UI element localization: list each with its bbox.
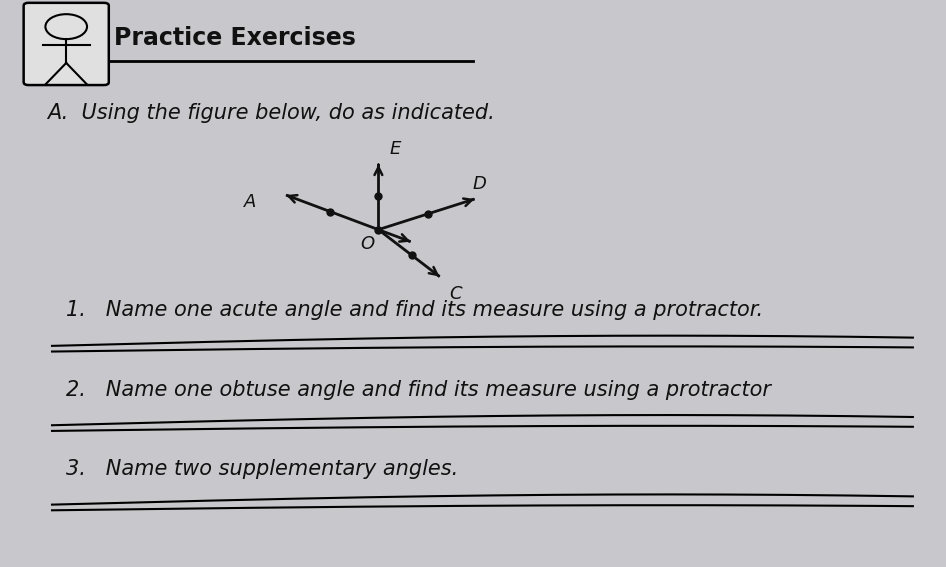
- Text: E: E: [390, 139, 401, 158]
- Text: 1.   Name one acute angle and find its measure using a protractor.: 1. Name one acute angle and find its mea…: [66, 301, 763, 320]
- Text: D: D: [473, 176, 486, 193]
- Text: C: C: [449, 285, 463, 303]
- FancyBboxPatch shape: [24, 3, 109, 85]
- Text: 2.   Name one obtuse angle and find its measure using a protractor: 2. Name one obtuse angle and find its me…: [66, 380, 771, 400]
- Text: A: A: [244, 193, 256, 211]
- Text: O: O: [360, 235, 374, 253]
- Text: A.  Using the figure below, do as indicated.: A. Using the figure below, do as indicat…: [47, 103, 495, 124]
- Text: Practice Exercises: Practice Exercises: [114, 26, 356, 50]
- Text: 3.   Name two supplementary angles.: 3. Name two supplementary angles.: [66, 459, 459, 479]
